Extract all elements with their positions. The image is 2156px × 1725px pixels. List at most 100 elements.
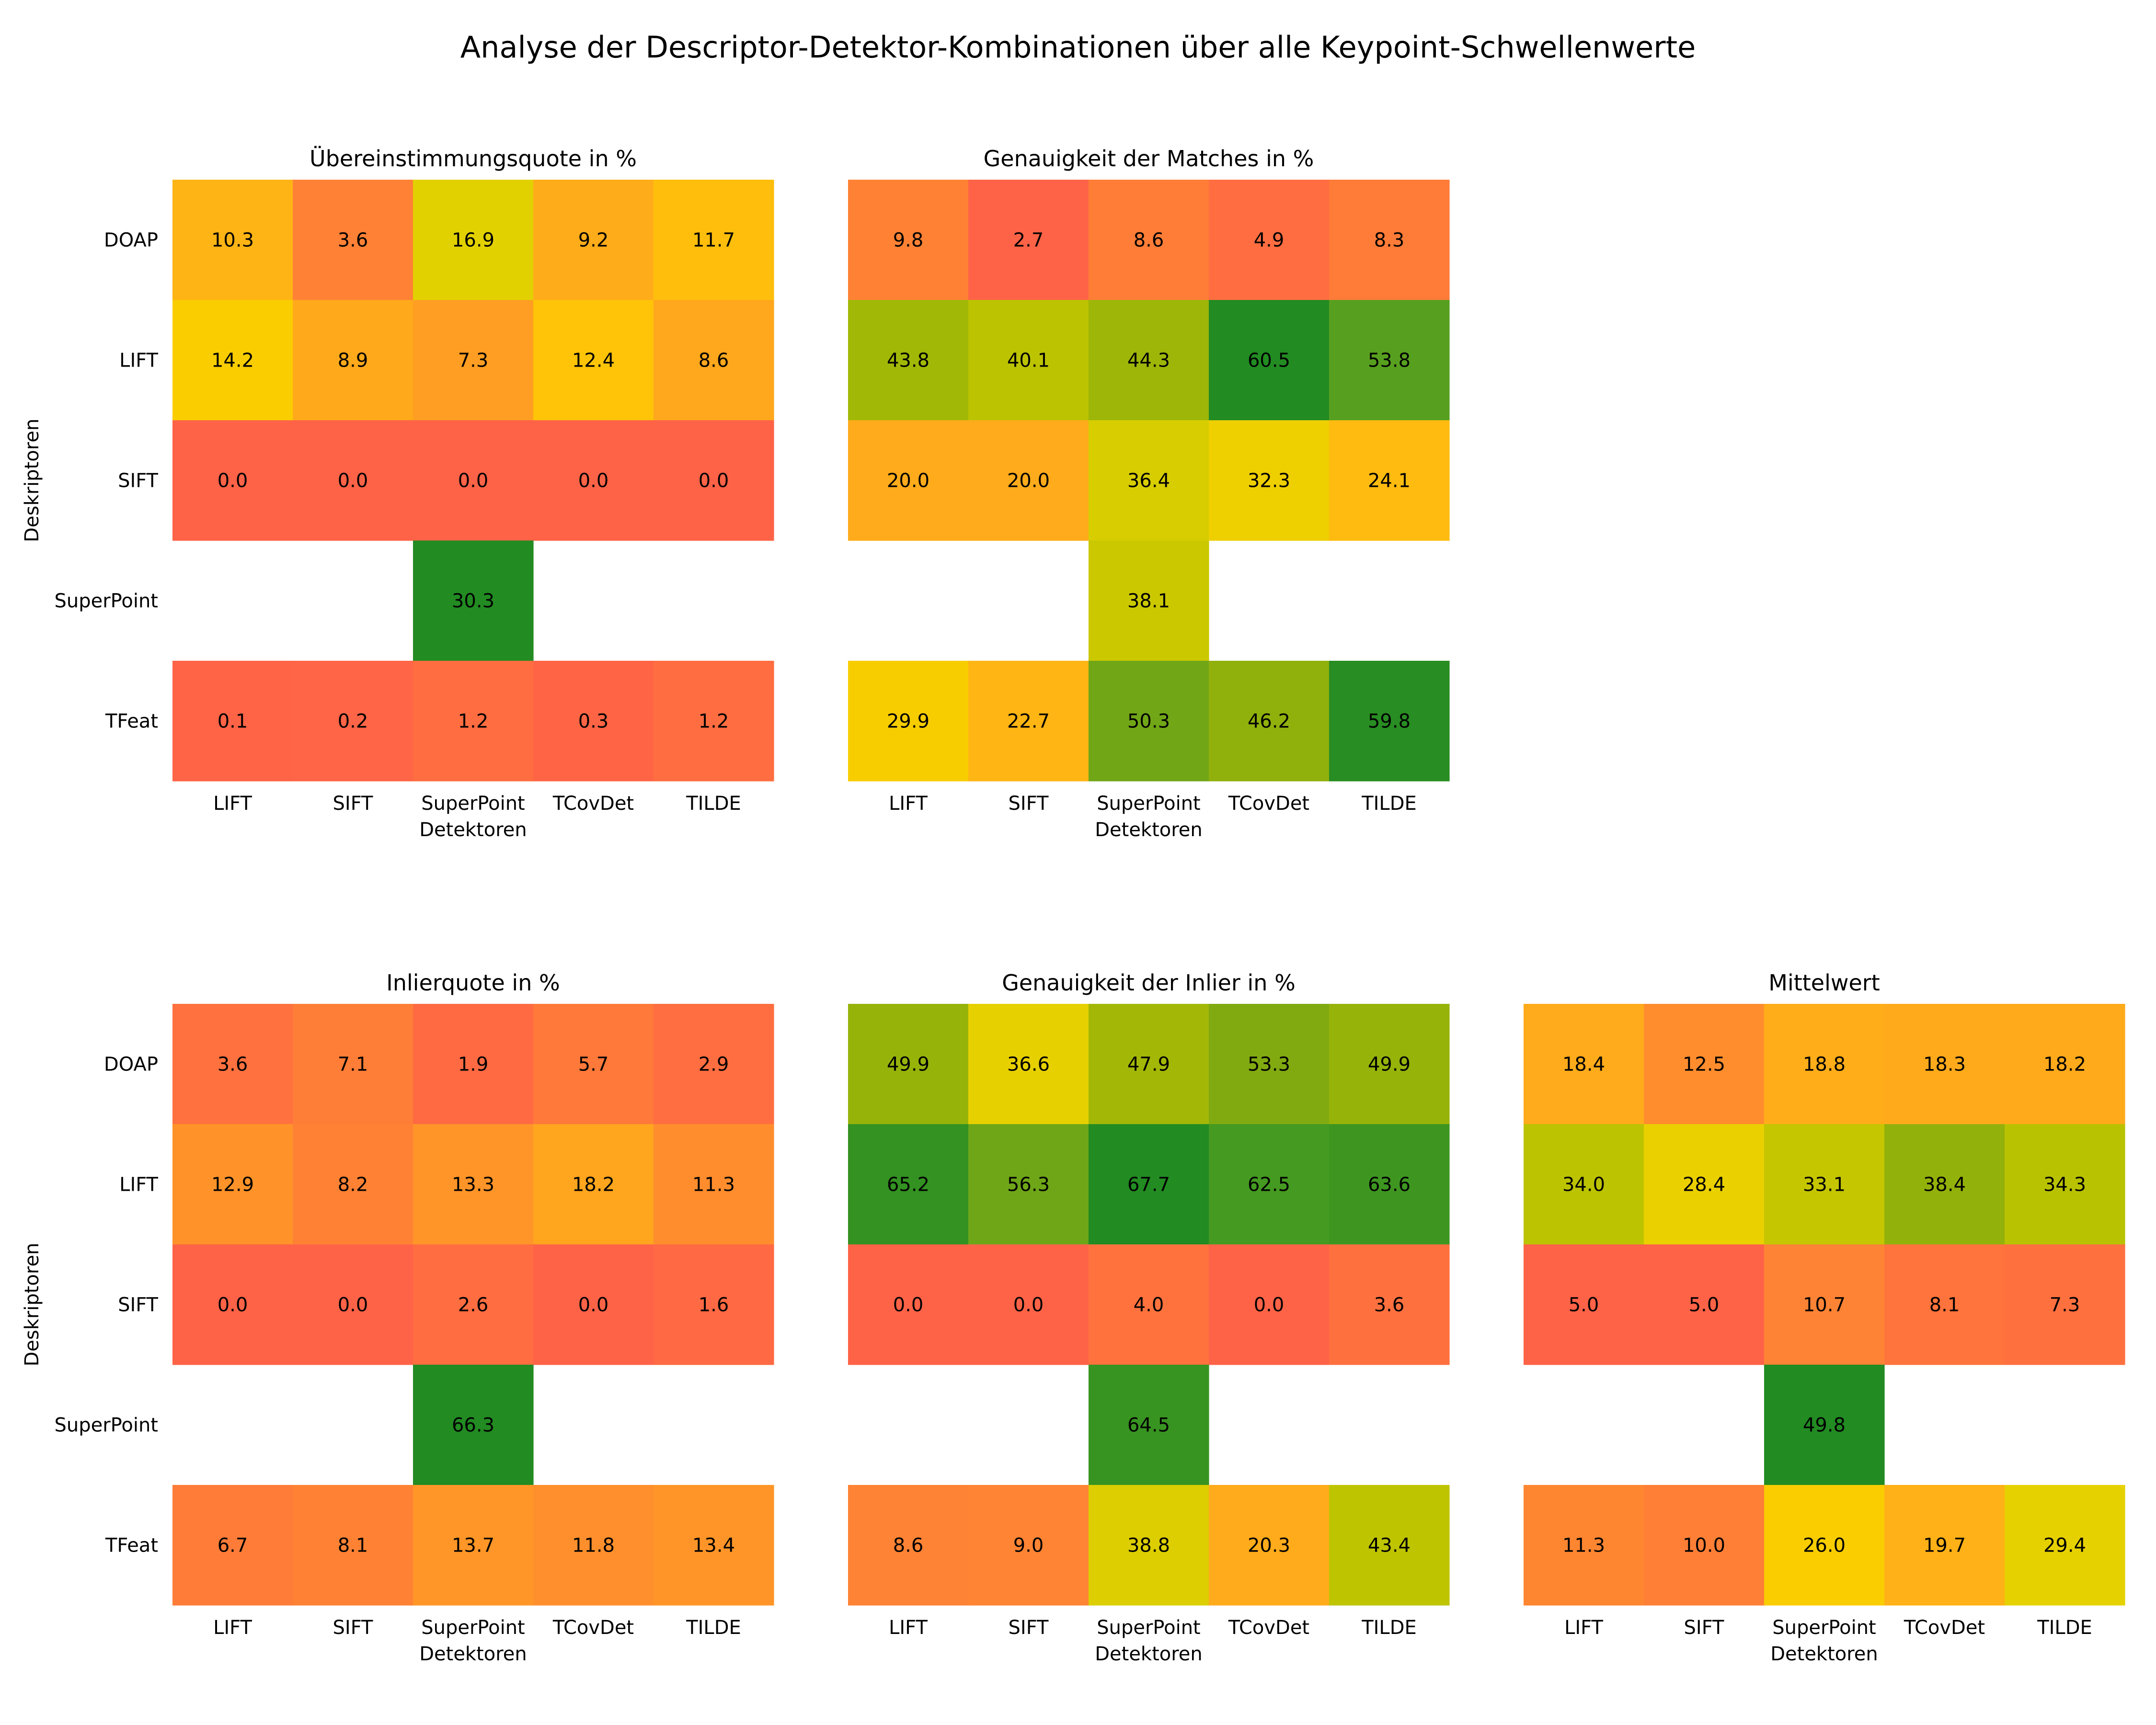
heatmap-cell <box>1329 420 1450 541</box>
cell-value-label: 3.6 <box>218 1054 248 1076</box>
heatmap-cell <box>413 1124 534 1245</box>
heatmap-cell <box>848 420 969 541</box>
heatmap-cell <box>1089 420 1209 541</box>
cell-value-label: 5.0 <box>1689 1294 1720 1316</box>
heatmap-cell <box>848 661 969 782</box>
cell-value-label: 65.2 <box>887 1174 929 1196</box>
heatmap-cell <box>293 180 413 300</box>
y-tick-label: DOAP <box>104 1054 158 1076</box>
heatmap-cell <box>654 420 774 541</box>
heatmap-cell <box>413 1004 534 1125</box>
heatmap-panel-5: Mittelwert 18.4 12.5 18.8 18.3 18.2 34.0 28.4 33… <box>1524 970 2125 1665</box>
heatmap-cell <box>293 300 413 421</box>
cell-value-label: 36.4 <box>1127 470 1170 492</box>
heatmap-cell <box>413 180 534 300</box>
heatmap-cell <box>1764 1485 1885 1606</box>
cell-value-label: 53.3 <box>1248 1054 1290 1076</box>
x-tick-label: SIFT <box>1684 1617 1724 1639</box>
cell-value-label: 8.1 <box>1929 1294 1960 1316</box>
cell-value-label: 7.3 <box>458 350 489 372</box>
x-tick-label: SuperPoint <box>1097 1617 1201 1639</box>
heatmap-cell <box>172 1004 293 1125</box>
cell-value-label: 9.0 <box>1013 1535 1044 1557</box>
cell-value-label: 62.5 <box>1248 1174 1290 1196</box>
cell-value-label: 13.4 <box>692 1535 735 1557</box>
cell-value-label: 34.3 <box>2043 1174 2086 1196</box>
x-axis-label: Detektoren <box>419 819 527 841</box>
heatmap-cell <box>1089 180 1209 300</box>
y-tick-label: TFeat <box>105 1535 158 1557</box>
heatmap-cell <box>413 1485 534 1606</box>
cell-value-label: 33.1 <box>1803 1174 1846 1196</box>
heatmap-cell <box>1644 1485 1765 1606</box>
x-tick-label: SuperPoint <box>1772 1617 1876 1639</box>
heatmap-cell <box>413 540 534 661</box>
cell-value-label: 12.9 <box>211 1174 254 1196</box>
cell-value-label: 4.0 <box>1134 1294 1164 1316</box>
x-tick-label: TILDE <box>686 793 741 815</box>
heatmap-cell <box>1089 1124 1209 1245</box>
cell-value-label: 18.3 <box>1923 1054 1966 1076</box>
cell-value-label: 46.2 <box>1248 711 1290 733</box>
heatmap-cell <box>1644 1244 1765 1365</box>
heatmap-cell <box>172 1485 293 1606</box>
heatmap-cell <box>2005 1485 2125 1606</box>
heatmap-cell <box>654 1004 774 1125</box>
heatmap-cell <box>293 661 413 782</box>
x-tick-label: SIFT <box>333 1617 373 1639</box>
cell-value-label: 0.2 <box>338 711 368 733</box>
cell-value-label: 8.2 <box>338 1174 368 1196</box>
heatmap-cell <box>172 661 293 782</box>
heatmap-cell <box>533 420 654 541</box>
heatmap-cell <box>848 1485 969 1606</box>
heatmap-cell <box>968 1485 1089 1606</box>
heatmap-cell <box>968 420 1089 541</box>
cell-value-label: 1.6 <box>699 1294 729 1316</box>
heatmap-cell <box>533 1244 654 1365</box>
heatmap-cell <box>1089 540 1209 661</box>
heatmap-cell <box>968 300 1089 421</box>
x-tick-label: SuperPoint <box>421 793 525 815</box>
y-tick-label: SIFT <box>118 1294 158 1316</box>
heatmap-cell <box>1764 1124 1885 1245</box>
cell-value-label: 64.5 <box>1127 1414 1170 1437</box>
cell-value-label: 8.6 <box>699 350 729 372</box>
panel-title: Inlierquote in % <box>386 970 560 996</box>
heatmap-cell <box>1329 661 1450 782</box>
x-tick-label: SIFT <box>333 793 373 815</box>
heatmap-cell <box>533 1004 654 1125</box>
heatmap-cell <box>172 1244 293 1365</box>
cell-value-label: 10.0 <box>1683 1535 1725 1557</box>
x-axis-label: Detektoren <box>1095 819 1203 841</box>
cell-value-label: 18.8 <box>1803 1054 1846 1076</box>
x-axis-label: Detektoren <box>1095 1643 1203 1665</box>
x-axis-label: Detektoren <box>1770 1643 1878 1665</box>
heatmap-cell <box>848 1244 969 1365</box>
x-axis-label: Detektoren <box>419 1643 527 1665</box>
cell-value-label: 3.6 <box>1374 1294 1405 1316</box>
cell-value-label: 43.8 <box>887 350 929 372</box>
cell-value-label: 18.2 <box>572 1174 615 1196</box>
heatmap-cell <box>1089 1365 1209 1485</box>
heatmap-cell <box>413 420 534 541</box>
heatmap-cell <box>1089 1004 1209 1125</box>
cell-value-label: 29.4 <box>2043 1535 2086 1557</box>
cell-value-label: 0.0 <box>1013 1294 1044 1316</box>
cell-value-label: 22.7 <box>1007 711 1050 733</box>
heatmap-cell <box>654 1124 774 1245</box>
cell-value-label: 5.0 <box>1569 1294 1599 1316</box>
cell-value-label: 0.0 <box>218 470 248 492</box>
cell-value-label: 0.0 <box>578 470 609 492</box>
heatmap-cell <box>172 300 293 421</box>
cell-value-label: 32.3 <box>1248 470 1290 492</box>
heatmap-cell <box>654 1244 774 1365</box>
y-tick-label: SuperPoint <box>54 1414 158 1437</box>
heatmap-cell <box>1329 1004 1450 1125</box>
heatmap-cell <box>1884 1004 2005 1125</box>
cell-value-label: 47.9 <box>1127 1054 1170 1076</box>
heatmap-panel-3: Inlierquote in % 3.6 7.1 1.9 5.7 2.9 12.9 8.2 13… <box>21 970 774 1665</box>
heatmap-panel-1: Übereinstimmungsquote in % 10.3 3.6 16.9 9.2… <box>21 146 774 841</box>
heatmap-panel-4: Genauigkeit der Inlier in % 49.9 36.6 47.9 5… <box>848 970 1450 1665</box>
heatmap-cell <box>848 1004 969 1125</box>
y-tick-label: SIFT <box>118 470 158 492</box>
